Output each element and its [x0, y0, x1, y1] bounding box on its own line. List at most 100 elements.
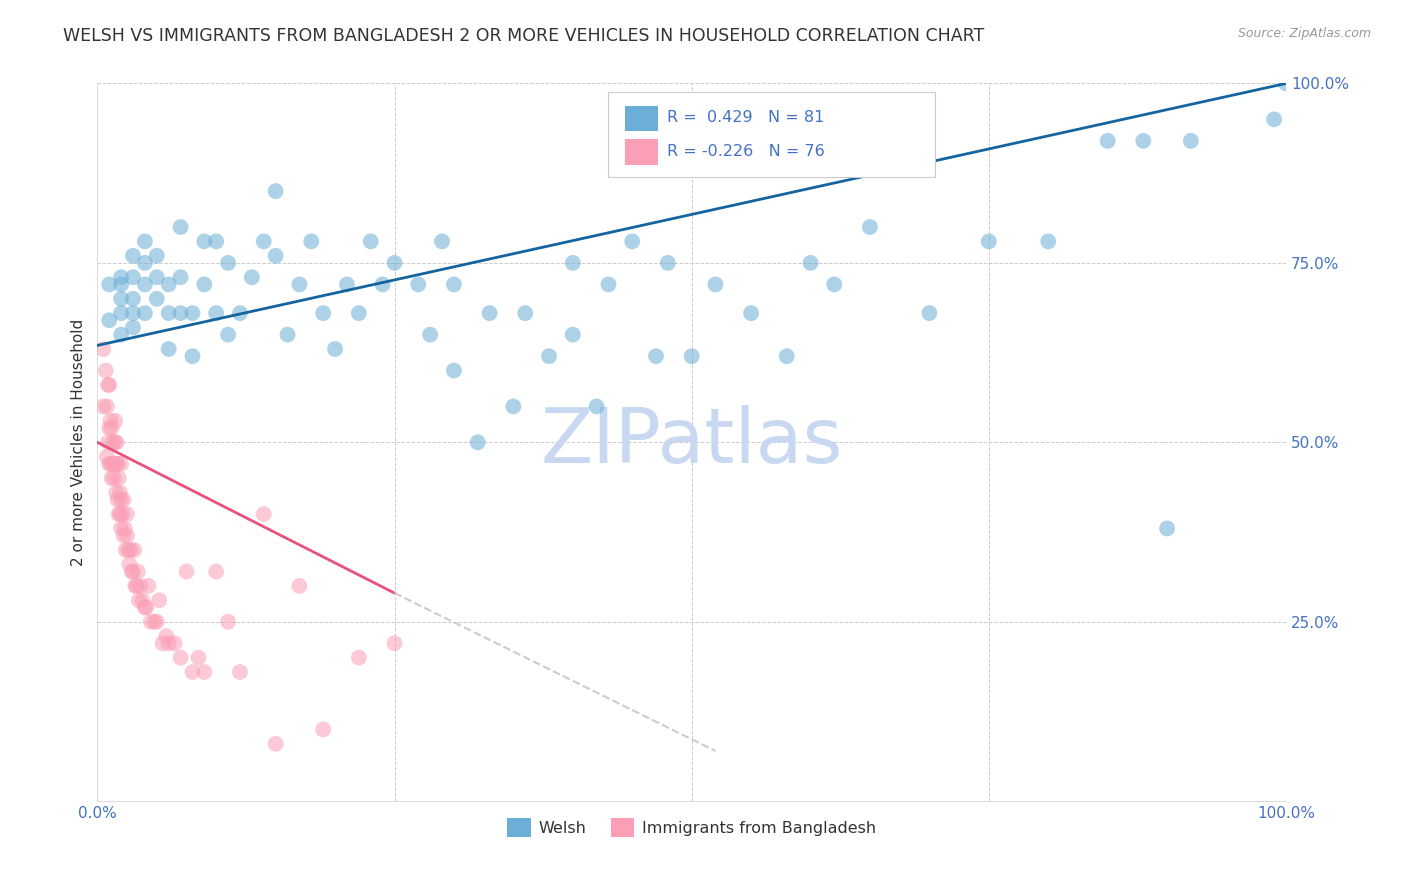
Point: [100, 457, 122, 471]
FancyBboxPatch shape: [626, 139, 658, 164]
Point: [107, 457, 129, 471]
Point: [187, 650, 209, 665]
Point: [143, 615, 166, 629]
Point: [169, 650, 191, 665]
Point: [124, 579, 146, 593]
Point: [97, 378, 120, 392]
Point: [157, 306, 180, 320]
Point: [193, 665, 215, 679]
Point: [253, 235, 276, 249]
Point: [240, 270, 263, 285]
Point: [129, 579, 152, 593]
Point: [371, 277, 394, 292]
Point: [101, 457, 124, 471]
Point: [100, 414, 122, 428]
Point: [657, 256, 679, 270]
Point: [97, 435, 120, 450]
Point: [384, 636, 406, 650]
Point: [163, 636, 186, 650]
Point: [103, 471, 125, 485]
Point: [585, 400, 607, 414]
Point: [104, 457, 127, 471]
Point: [96, 450, 118, 464]
Point: [122, 320, 145, 334]
Point: [299, 235, 322, 249]
Point: [146, 249, 169, 263]
Point: [131, 593, 153, 607]
Point: [110, 327, 132, 342]
Point: [918, 306, 941, 320]
Point: [336, 277, 359, 292]
Point: [91, 400, 114, 414]
Point: [120, 543, 142, 558]
Point: [148, 593, 170, 607]
Point: [118, 558, 141, 572]
Point: [110, 306, 132, 320]
Point: [98, 421, 121, 435]
Point: [740, 306, 762, 320]
Point: [621, 235, 644, 249]
Point: [110, 292, 132, 306]
Point: [977, 235, 1000, 249]
Point: [117, 543, 139, 558]
Point: [181, 306, 204, 320]
Point: [776, 349, 799, 363]
Point: [112, 529, 135, 543]
Point: [104, 435, 127, 450]
Point: [139, 615, 162, 629]
Point: [98, 457, 121, 471]
Point: [681, 349, 703, 363]
Text: WELSH VS IMMIGRANTS FROM BANGLADESH 2 OR MORE VEHICLES IN HOUSEHOLD CORRELATION : WELSH VS IMMIGRANTS FROM BANGLADESH 2 OR…: [63, 27, 984, 45]
Point: [859, 219, 882, 234]
Point: [704, 277, 727, 292]
Point: [205, 565, 228, 579]
Point: [115, 507, 138, 521]
Point: [193, 235, 215, 249]
Point: [125, 579, 148, 593]
Point: [229, 306, 252, 320]
Point: [96, 400, 118, 414]
Point: [114, 521, 136, 535]
Point: [155, 629, 177, 643]
Point: [515, 306, 537, 320]
Point: [537, 349, 560, 363]
Point: [157, 636, 180, 650]
Point: [253, 507, 276, 521]
Point: [157, 342, 180, 356]
Point: [169, 270, 191, 285]
Point: [134, 277, 156, 292]
Point: [176, 565, 198, 579]
Point: [181, 349, 204, 363]
Point: [105, 435, 128, 450]
Point: [108, 507, 131, 521]
Point: [561, 256, 583, 270]
Legend: Welsh, Immigrants from Bangladesh: Welsh, Immigrants from Bangladesh: [501, 811, 883, 844]
Point: [107, 471, 129, 485]
Point: [100, 421, 122, 435]
Point: [122, 565, 145, 579]
Point: [1263, 112, 1285, 127]
Point: [205, 235, 228, 249]
Point: [384, 256, 406, 270]
Point: [122, 543, 145, 558]
Point: [152, 636, 174, 650]
Point: [98, 277, 121, 292]
Point: [104, 414, 127, 428]
Point: [264, 249, 287, 263]
Point: [193, 277, 215, 292]
Point: [229, 665, 252, 679]
Point: [101, 435, 124, 450]
Point: [443, 277, 465, 292]
Point: [1275, 77, 1298, 91]
Point: [1038, 235, 1060, 249]
Point: [502, 400, 524, 414]
Point: [598, 277, 620, 292]
Point: [115, 543, 138, 558]
Point: [110, 270, 132, 285]
Point: [110, 277, 132, 292]
Point: [105, 485, 128, 500]
Point: [217, 615, 239, 629]
Point: [127, 565, 149, 579]
Point: [799, 256, 821, 270]
Point: [478, 306, 501, 320]
